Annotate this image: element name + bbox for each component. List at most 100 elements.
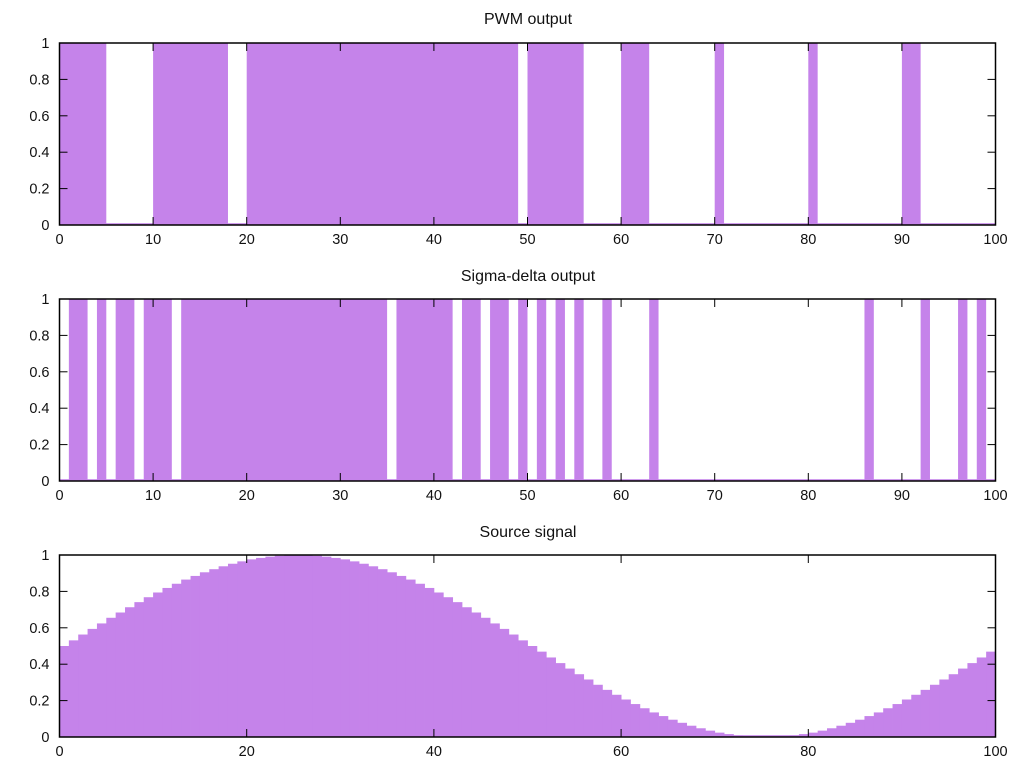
x-tick-label: 10 bbox=[145, 488, 161, 504]
signal-step-bar bbox=[209, 569, 220, 737]
signal-step-bar bbox=[96, 623, 107, 737]
signal-step-bar bbox=[939, 679, 950, 737]
signal-step-bar bbox=[967, 663, 978, 737]
signal-step-bar bbox=[106, 617, 117, 737]
y-tick-label: 0.8 bbox=[29, 584, 49, 600]
signal-step-bar bbox=[602, 689, 613, 737]
x-tick-label: 20 bbox=[239, 232, 255, 248]
signal-step-bar bbox=[864, 716, 875, 737]
signal-high-bar bbox=[59, 43, 107, 225]
signal-step-bar bbox=[368, 566, 379, 737]
signal-step-bar bbox=[256, 557, 266, 737]
signal-high-bar bbox=[864, 299, 874, 481]
signal-high-bar bbox=[536, 299, 547, 481]
signal-step-bar bbox=[59, 646, 70, 737]
signal-step-bar bbox=[340, 559, 351, 737]
signal-step-bar bbox=[480, 617, 491, 737]
x-tick-label: 50 bbox=[519, 488, 535, 504]
signal-step-bar bbox=[190, 575, 201, 737]
signal-step-bar bbox=[396, 575, 407, 737]
signal-step-bar bbox=[377, 569, 388, 737]
signal-step-bar bbox=[892, 704, 903, 737]
signal-high-bar bbox=[574, 299, 584, 481]
chart-title-source-signal: Source signal bbox=[479, 524, 577, 541]
signal-step-bar bbox=[564, 668, 575, 737]
y-tick-label: 0.6 bbox=[29, 621, 49, 637]
signal-step-bar bbox=[387, 572, 397, 737]
signal-step-bar bbox=[78, 634, 88, 737]
signal-step-bar bbox=[443, 597, 454, 737]
x-tick-label: 80 bbox=[800, 488, 816, 504]
signal-step-bar bbox=[630, 704, 641, 737]
y-tick-label: 0 bbox=[41, 474, 49, 490]
signal-step-bar bbox=[920, 689, 931, 737]
plot-border bbox=[58, 554, 997, 738]
signal-high-bar bbox=[808, 43, 818, 225]
chart-title-pwm-output: PWM output bbox=[483, 11, 573, 28]
signal-high-bar bbox=[901, 43, 921, 225]
signal-step-bar bbox=[199, 572, 210, 737]
x-tick-label: 60 bbox=[613, 744, 629, 760]
signal-step-bar bbox=[901, 699, 912, 737]
signal-step-bar bbox=[284, 555, 294, 737]
x-tick-label: 70 bbox=[707, 232, 723, 248]
signal-high-bar bbox=[602, 299, 612, 481]
signal-step-bar bbox=[536, 651, 547, 737]
signal-step-bar bbox=[649, 712, 659, 737]
x-tick-label: 100 bbox=[983, 232, 1007, 248]
signal-step-bar bbox=[639, 708, 650, 737]
signal-step-bar bbox=[321, 556, 332, 737]
signal-high-bar bbox=[527, 43, 584, 225]
signal-step-bar bbox=[490, 623, 500, 737]
signal-high-bar bbox=[143, 299, 172, 481]
signal-step-bar bbox=[808, 732, 819, 737]
signal-high-bar bbox=[96, 299, 107, 481]
signal-step-bar bbox=[555, 663, 566, 737]
y-tick-label: 0 bbox=[41, 730, 49, 746]
signal-step-bar bbox=[667, 719, 678, 737]
signal-high-bar bbox=[396, 299, 453, 481]
signal-step-bar bbox=[349, 561, 360, 737]
x-tick-label: 100 bbox=[983, 488, 1007, 504]
signal-step-bar bbox=[845, 722, 856, 737]
y-tick-label: 0 bbox=[41, 218, 49, 234]
signal-step-bar bbox=[873, 712, 884, 737]
signal-step-bar bbox=[911, 694, 922, 737]
signal-high-bar bbox=[555, 299, 565, 481]
signal-step-bar bbox=[415, 583, 425, 737]
signal-high-bar bbox=[976, 299, 987, 481]
x-tick-label: 0 bbox=[55, 232, 63, 248]
zero-baseline bbox=[59, 735, 996, 737]
y-tick-label: 0.2 bbox=[29, 438, 49, 454]
signal-step-bar bbox=[312, 555, 322, 737]
x-tick-label: 40 bbox=[426, 488, 442, 504]
signal-step-bar bbox=[134, 602, 145, 737]
signal-step-bar bbox=[527, 646, 538, 737]
signal-high-bar bbox=[649, 299, 659, 481]
signal-step-bar bbox=[274, 555, 285, 737]
signal-step-bar bbox=[227, 563, 238, 737]
signal-high-bar bbox=[246, 43, 519, 225]
y-tick-label: 0.2 bbox=[29, 182, 49, 198]
x-tick-label: 80 bbox=[800, 744, 816, 760]
signal-step-bar bbox=[836, 725, 847, 737]
signal-step-bar bbox=[171, 583, 182, 737]
signal-step-bar bbox=[948, 674, 959, 737]
signal-high-bar bbox=[518, 299, 528, 481]
x-tick-label: 30 bbox=[332, 488, 348, 504]
signal-step-bar bbox=[405, 579, 416, 737]
signal-step-bar bbox=[695, 728, 706, 737]
signal-high-bar bbox=[181, 299, 388, 481]
signal-high-bar bbox=[461, 299, 481, 481]
signal-step-bar bbox=[508, 634, 519, 737]
signal-high-bar bbox=[490, 299, 509, 481]
x-tick-label: 70 bbox=[707, 488, 723, 504]
signal-step-bar bbox=[330, 557, 341, 737]
signal-step-bar bbox=[153, 592, 163, 737]
signal-step-bar bbox=[424, 587, 435, 737]
x-tick-label: 50 bbox=[519, 232, 535, 248]
signal-step-bar bbox=[611, 694, 622, 737]
signal-step-bar bbox=[87, 628, 98, 737]
signal-step-bar bbox=[958, 668, 968, 737]
